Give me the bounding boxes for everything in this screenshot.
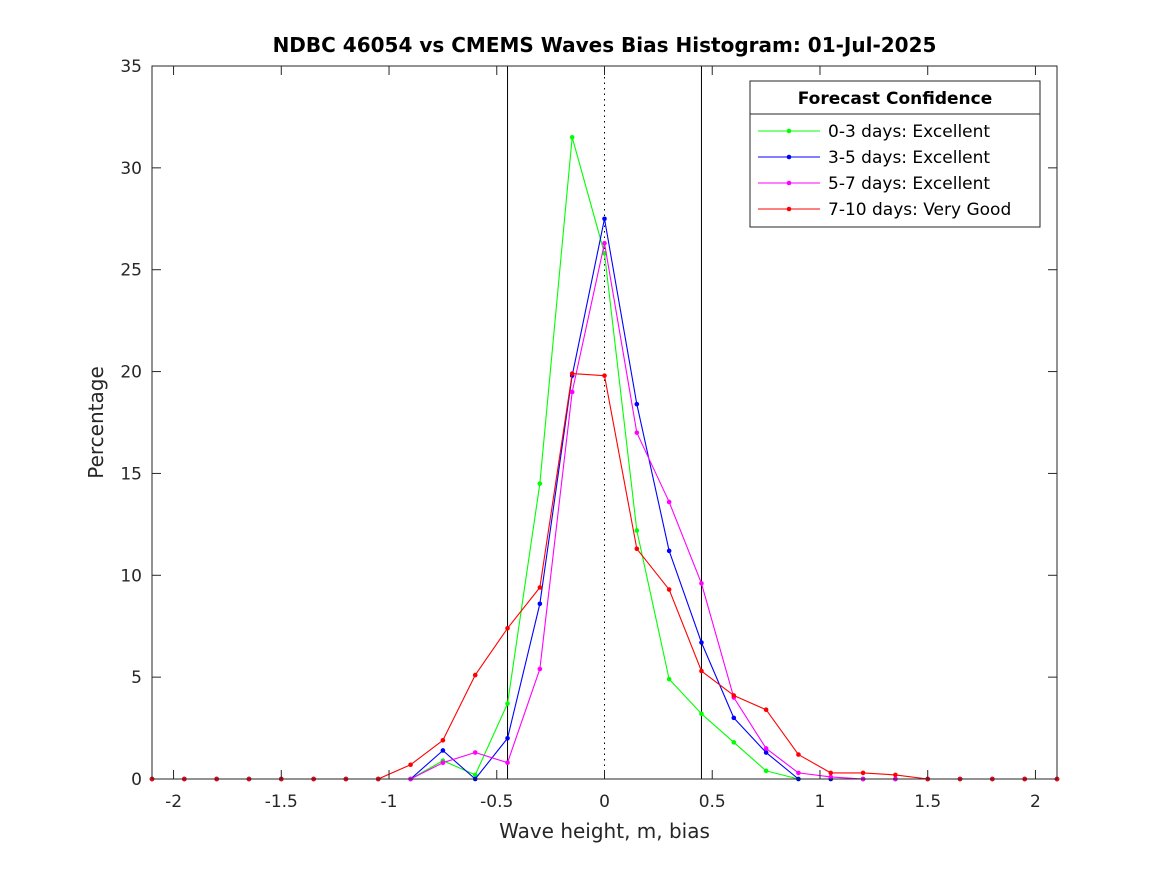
legend-label: 3-5 days: Excellent — [828, 148, 990, 168]
data-point — [569, 135, 575, 140]
x-tick-label: 1.5 — [914, 792, 941, 812]
legend-entry: 7-10 days: Very Good — [758, 200, 1011, 220]
reference-lines — [507, 66, 702, 779]
legend-marker — [786, 180, 792, 186]
legend-label: 7-10 days: Very Good — [828, 200, 1011, 220]
data-point — [472, 750, 478, 755]
data-point — [828, 774, 834, 780]
data-point — [505, 735, 510, 741]
data-point — [569, 389, 575, 395]
x-tick-label: -0.5 — [480, 792, 513, 812]
y-axis-label: Percentage — [84, 366, 108, 479]
data-point — [634, 546, 640, 552]
data-point — [602, 373, 607, 378]
data-point — [537, 601, 543, 607]
legend-entry: 3-5 days: Excellent — [758, 148, 990, 168]
y-tick-label: 35 — [120, 57, 142, 77]
data-point — [699, 640, 704, 645]
data-point — [440, 737, 446, 743]
legend-label: 0-3 days: Excellent — [828, 122, 990, 142]
data-point — [537, 585, 543, 590]
legend-entries: 0-3 days: Excellent 3-5 days: Excellent 5-… — [758, 122, 1011, 220]
y-axis-ticks: 0 5 10 15 20 25 30 35 — [120, 57, 1057, 790]
data-point — [634, 401, 640, 407]
legend-box — [749, 80, 1041, 228]
y-tick-label: 25 — [120, 261, 142, 281]
y-tick-label: 5 — [131, 668, 142, 688]
data-point — [763, 750, 769, 755]
legend-marker — [786, 154, 792, 160]
data-point — [666, 548, 672, 554]
x-tick-label: 0.5 — [699, 792, 726, 812]
data-point — [666, 499, 672, 505]
data-point — [472, 772, 478, 778]
y-tick-label: 15 — [120, 464, 142, 484]
data-point — [860, 770, 866, 776]
x-tick-label: 0 — [599, 792, 610, 812]
data-point — [763, 746, 769, 751]
data-point — [666, 676, 672, 682]
data-point — [893, 772, 898, 778]
data-point — [699, 581, 704, 586]
x-tick-label: -1 — [381, 792, 398, 812]
legend: Forecast Confidence 0-3 days: Excellent 3… — [749, 80, 1041, 228]
data-point — [408, 762, 413, 768]
x-axis-ticks: -2 -1.5 -1 -0.5 0 0.5 1 1.5 2 — [165, 66, 1041, 812]
data-point — [472, 672, 478, 678]
data-point — [731, 715, 737, 721]
data-point — [505, 701, 510, 706]
legend-title: Forecast Confidence — [798, 89, 993, 109]
y-tick-label: 10 — [120, 566, 142, 586]
data-point — [440, 748, 446, 753]
data-point — [634, 430, 640, 435]
y-tick-label: 20 — [120, 363, 142, 383]
y-tick-label: 0 — [131, 770, 142, 790]
data-point — [505, 625, 510, 631]
data-point — [440, 760, 446, 766]
data-point — [602, 216, 607, 222]
chart-title: NDBC 46054 vs CMEMS Waves Bias Histogram… — [273, 33, 937, 57]
x-tick-label: 2 — [1030, 792, 1041, 812]
data-point — [796, 752, 801, 757]
data-point — [505, 760, 510, 766]
x-tick-label: -1.5 — [265, 792, 298, 812]
data-point — [666, 587, 672, 592]
data-point — [602, 240, 607, 246]
legend-marker — [786, 128, 792, 134]
legend-marker — [786, 206, 792, 212]
data-point — [699, 711, 704, 717]
data-point — [537, 666, 543, 672]
data-point — [763, 768, 769, 774]
data-point — [699, 668, 704, 674]
data-point — [731, 693, 737, 698]
x-tick-label: 1 — [815, 792, 826, 812]
x-axis-label: Wave height, m, bias — [499, 819, 710, 843]
legend-label: 5-7 days: Excellent — [828, 174, 990, 194]
data-point — [763, 707, 769, 713]
legend-entry: 0-3 days: Excellent — [758, 122, 990, 142]
data-point — [828, 770, 834, 776]
y-tick-label: 30 — [120, 159, 142, 179]
data-point — [537, 481, 543, 486]
data-point — [796, 770, 801, 776]
x-tick-label: -2 — [165, 792, 182, 812]
data-point — [634, 528, 640, 533]
legend-entry: 5-7 days: Excellent — [758, 174, 990, 194]
data-point — [569, 371, 575, 376]
data-point — [731, 740, 737, 745]
